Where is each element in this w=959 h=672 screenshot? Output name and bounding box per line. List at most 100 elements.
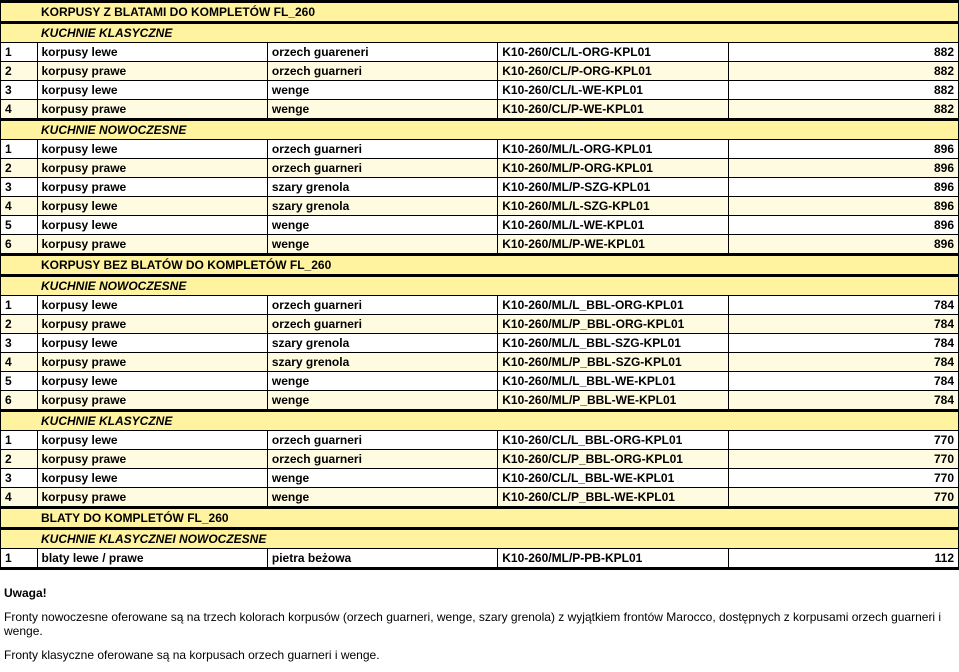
row-name: blaty lewe / prawe: [37, 549, 267, 569]
section-header: KORPUSY Z BLATAMI DO KOMPLETÓW FL_260: [37, 2, 959, 23]
header-spacer: [1, 508, 38, 529]
row-code: K10-260/CL/L-WE-KPL01: [498, 81, 728, 100]
row-name: korpusy lewe: [37, 334, 267, 353]
row-num: 4: [1, 488, 38, 508]
row-num: 6: [1, 235, 38, 255]
row-material: wenge: [267, 372, 497, 391]
row-num: 3: [1, 81, 38, 100]
row-num: 1: [1, 296, 38, 315]
header-spacer: [1, 2, 38, 23]
notes-block: Uwaga! Fronty nowoczesne oferowane są na…: [0, 570, 959, 662]
row-price: 784: [728, 315, 958, 334]
row-code: K10-260/ML/L_BBL-WE-KPL01: [498, 372, 728, 391]
row-name: korpusy prawe: [37, 353, 267, 372]
row-num: 1: [1, 43, 38, 62]
row-name: korpusy prawe: [37, 62, 267, 81]
row-price: 896: [728, 140, 958, 159]
row-code: K10-260/ML/L-SZG-KPL01: [498, 197, 728, 216]
row-code: K10-260/ML/P-ORG-KPL01: [498, 159, 728, 178]
major-header: KUCHNIE KLASYCZNE: [37, 411, 959, 431]
row-code: K10-260/ML/L_BBL-ORG-KPL01: [498, 296, 728, 315]
row-num: 5: [1, 216, 38, 235]
row-material: orzech guarneri: [267, 450, 497, 469]
row-material: wenge: [267, 488, 497, 508]
row-price: 896: [728, 235, 958, 255]
row-code: K10-260/CL/P_BBL-WE-KPL01: [498, 488, 728, 508]
row-num: 1: [1, 140, 38, 159]
row-material: orzech guarneri: [267, 315, 497, 334]
row-num: 4: [1, 197, 38, 216]
row-name: korpusy lewe: [37, 43, 267, 62]
row-code: K10-260/ML/L-WE-KPL01: [498, 216, 728, 235]
major-header: KUCHNIE NOWOCZESNE: [37, 120, 959, 140]
row-code: K10-260/CL/P-WE-KPL01: [498, 100, 728, 120]
row-material: wenge: [267, 391, 497, 411]
row-price: 882: [728, 100, 958, 120]
row-price: 784: [728, 372, 958, 391]
row-name: korpusy lewe: [37, 197, 267, 216]
row-code: K10-260/CL/P_BBL-ORG-KPL01: [498, 450, 728, 469]
row-material: wenge: [267, 469, 497, 488]
header-spacer: [1, 120, 38, 140]
row-material: szary grenola: [267, 353, 497, 372]
header-spacer: [1, 23, 38, 43]
row-name: korpusy prawe: [37, 178, 267, 197]
row-price: 784: [728, 296, 958, 315]
row-num: 4: [1, 353, 38, 372]
row-num: 2: [1, 159, 38, 178]
row-material: pietra beżowa: [267, 549, 497, 569]
row-code: K10-260/ML/P_BBL-SZG-KPL01: [498, 353, 728, 372]
major-header: KUCHNIE KLASYCZNEI NOWOCZESNE: [37, 529, 959, 549]
row-num: 2: [1, 450, 38, 469]
row-code: K10-260/ML/P_BBL-ORG-KPL01: [498, 315, 728, 334]
notes-heading: Uwaga!: [4, 586, 47, 600]
row-price: 770: [728, 450, 958, 469]
row-code: K10-260/CL/L_BBL-ORG-KPL01: [498, 431, 728, 450]
row-code: K10-260/CL/P-ORG-KPL01: [498, 62, 728, 81]
row-material: orzech guareneri: [267, 43, 497, 62]
section-header: KORPUSY BEZ BLATÓW DO KOMPLETÓW FL_260: [37, 255, 959, 276]
row-name: korpusy prawe: [37, 391, 267, 411]
row-price: 882: [728, 43, 958, 62]
row-code: K10-260/ML/L-ORG-KPL01: [498, 140, 728, 159]
row-price: 882: [728, 81, 958, 100]
row-num: 4: [1, 100, 38, 120]
row-price: 896: [728, 178, 958, 197]
row-price: 770: [728, 431, 958, 450]
row-code: K10-260/CL/L_BBL-WE-KPL01: [498, 469, 728, 488]
major-header: KUCHNIE NOWOCZESNE: [37, 276, 959, 296]
row-num: 1: [1, 549, 38, 569]
section-header: BLATY DO KOMPLETÓW FL_260: [37, 508, 959, 529]
row-code: K10-260/ML/L_BBL-SZG-KPL01: [498, 334, 728, 353]
row-code: K10-260/ML/P-WE-KPL01: [498, 235, 728, 255]
row-price: 896: [728, 216, 958, 235]
row-price: 784: [728, 391, 958, 411]
row-code: K10-260/ML/P-PB-KPL01: [498, 549, 728, 569]
row-code: K10-260/CL/L-ORG-KPL01: [498, 43, 728, 62]
row-material: orzech guarneri: [267, 431, 497, 450]
row-price: 770: [728, 469, 958, 488]
header-spacer: [1, 276, 38, 296]
row-num: 6: [1, 391, 38, 411]
row-num: 3: [1, 469, 38, 488]
header-spacer: [1, 255, 38, 276]
row-num: 2: [1, 315, 38, 334]
row-num: 1: [1, 431, 38, 450]
row-num: 5: [1, 372, 38, 391]
row-name: korpusy prawe: [37, 159, 267, 178]
row-material: szary grenola: [267, 197, 497, 216]
notes-p1: Fronty nowoczesne oferowane są na trzech…: [4, 610, 955, 638]
row-name: korpusy lewe: [37, 469, 267, 488]
row-num: 2: [1, 62, 38, 81]
row-material: orzech guarneri: [267, 140, 497, 159]
row-name: korpusy lewe: [37, 140, 267, 159]
row-material: orzech guarneri: [267, 296, 497, 315]
row-name: korpusy prawe: [37, 100, 267, 120]
row-material: wenge: [267, 81, 497, 100]
row-material: orzech guarneri: [267, 62, 497, 81]
row-name: korpusy prawe: [37, 315, 267, 334]
row-material: wenge: [267, 216, 497, 235]
row-name: korpusy prawe: [37, 235, 267, 255]
row-price: 784: [728, 353, 958, 372]
row-material: orzech guarneri: [267, 159, 497, 178]
